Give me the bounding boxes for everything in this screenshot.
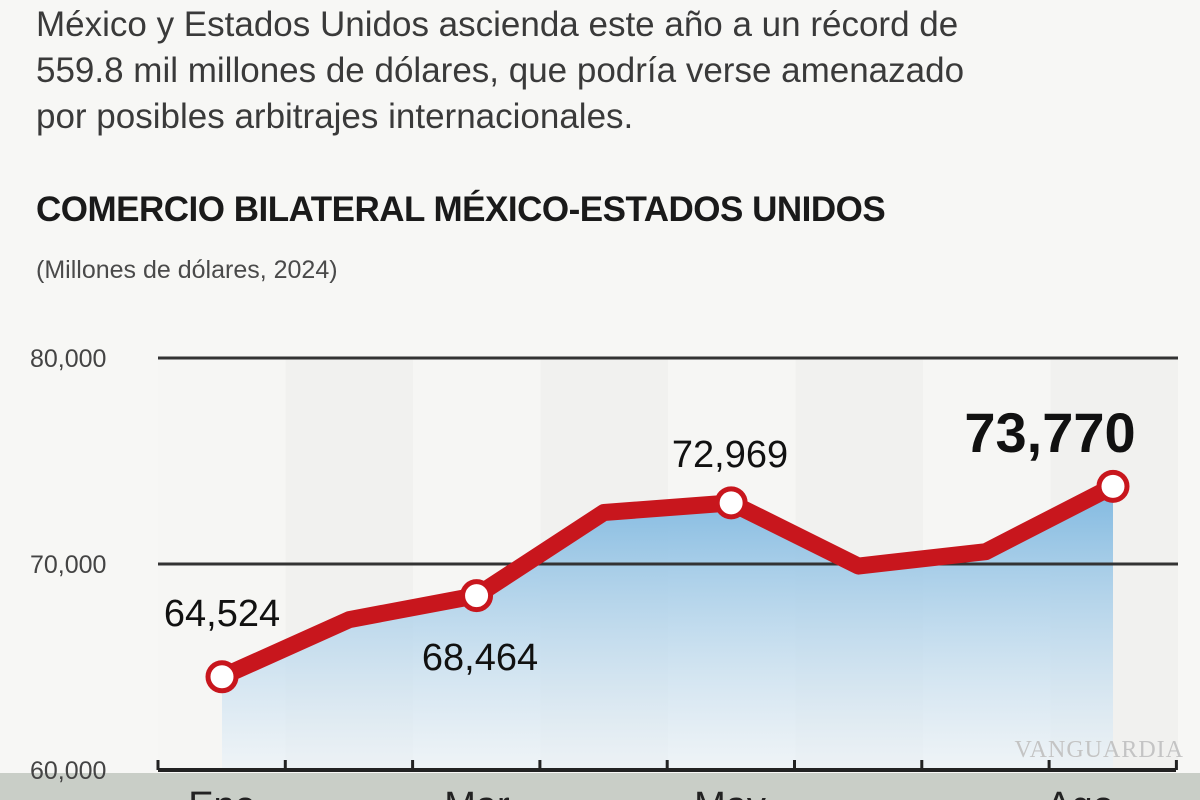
y-tick-label: 60,000 bbox=[30, 757, 106, 785]
data-label: 73,770 bbox=[964, 401, 1135, 464]
bottom-band bbox=[0, 773, 1200, 800]
x-tick-label: Ago bbox=[1046, 785, 1114, 800]
x-tick-label: May bbox=[694, 785, 766, 800]
watermark: VANGUARDIA bbox=[1014, 737, 1184, 763]
data-label: 72,969 bbox=[672, 434, 788, 476]
intro-line: México y Estados Unidos ascienda este añ… bbox=[36, 5, 959, 44]
data-point bbox=[460, 579, 494, 613]
intro-text: México y Estados Unidos ascienda este añ… bbox=[36, 2, 1186, 140]
series-line bbox=[213, 477, 1122, 686]
chart-subtitle: (Millones de dólares, 2024) bbox=[36, 256, 338, 284]
data-label: 64,524 bbox=[164, 593, 280, 635]
area-fill bbox=[222, 486, 1113, 770]
data-point bbox=[205, 660, 239, 694]
data-point bbox=[714, 486, 748, 520]
x-tick-label: Mar bbox=[444, 785, 510, 800]
y-tick-label: 80,000 bbox=[30, 345, 106, 373]
chart-title: COMERCIO BILATERAL MÉXICO-ESTADOS UNIDOS bbox=[36, 190, 886, 229]
data-label: 68,464 bbox=[422, 637, 538, 679]
intro-line: 559.8 mil millones de dólares, que podrí… bbox=[36, 51, 965, 90]
y-tick-label: 70,000 bbox=[30, 551, 106, 579]
x-tick-label: Ene bbox=[188, 785, 256, 800]
intro-line: por posibles arbitrajes internacionales. bbox=[36, 97, 634, 136]
data-point bbox=[1096, 469, 1130, 503]
